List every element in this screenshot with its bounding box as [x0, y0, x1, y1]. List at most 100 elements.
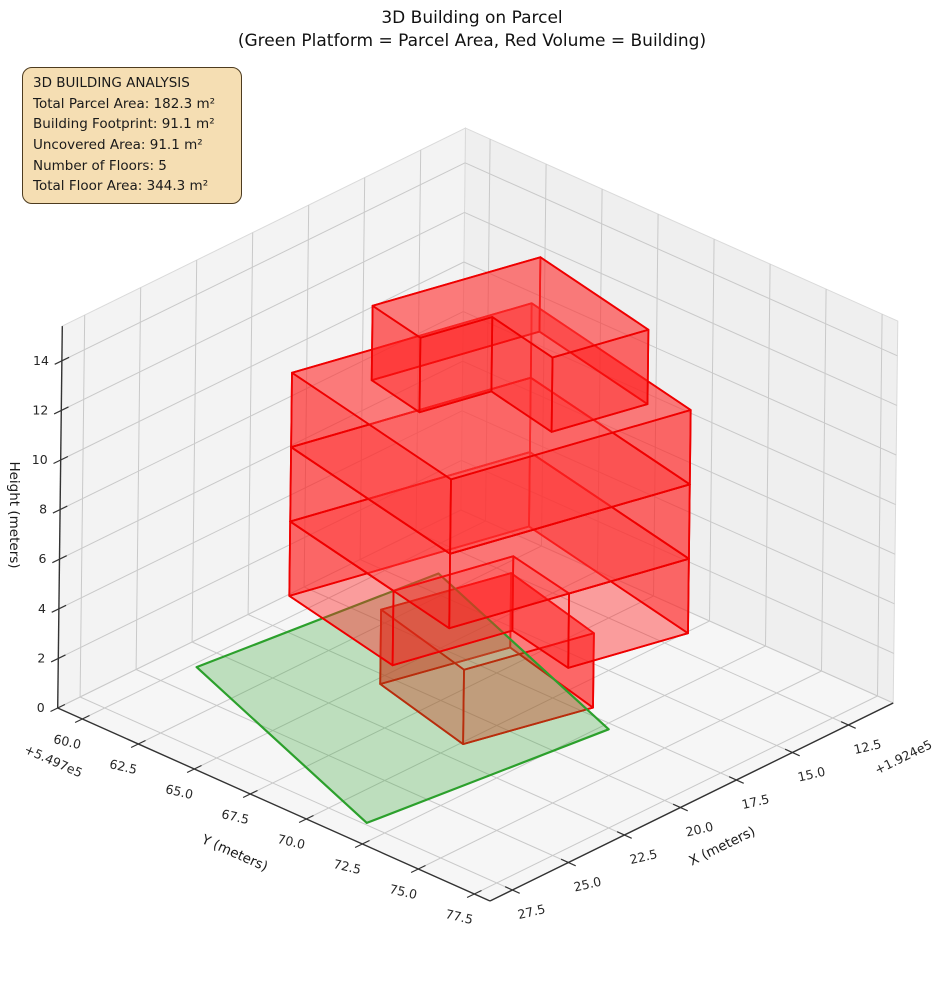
x-gridline-wall: [415, 150, 422, 533]
info-line-footprint: Building Footprint: 91.1 m²: [33, 116, 215, 133]
x-gridline-wall: [191, 260, 198, 643]
z-gridline-left-wall: [60, 261, 465, 461]
building-floor-5: [370, 256, 650, 433]
y-tick-mark: [242, 789, 258, 799]
z-gridline-right-wall: [463, 311, 896, 506]
z-tick-mark: [52, 555, 67, 564]
z-gridline-left-wall: [61, 162, 466, 362]
analysis-info-box: 3D BUILDING ANALYSIS Total Parcel Area: …: [22, 67, 242, 204]
z-gridline-right-wall: [461, 410, 895, 605]
x-tick-label: 15.0: [796, 764, 827, 785]
z-tick-label: 10: [32, 452, 48, 467]
y-tick-label: 70.0: [276, 831, 307, 852]
info-line-floors: Number of Floors: 5: [33, 157, 167, 174]
z-axis-line: [57, 326, 63, 709]
y-tick-mark: [466, 889, 482, 899]
x-tick-label: 17.5: [740, 791, 771, 812]
z-gridline-left-wall: [59, 311, 464, 511]
building-floor-4: [290, 302, 692, 555]
y-gridline-floor: [250, 595, 654, 795]
x-tick-mark: [504, 886, 520, 894]
y-gridline-floor: [362, 645, 766, 845]
y-tick-label: 65.0: [164, 781, 195, 802]
z-gridline-right-wall: [460, 509, 894, 704]
y-gridline-wall: [653, 214, 659, 597]
y-gridline-floor: [418, 670, 822, 870]
x-gridline-wall: [359, 177, 366, 560]
z-tick-mark: [53, 455, 69, 465]
y-tick-label: 75.0: [388, 881, 419, 902]
y-gridline-floor: [474, 695, 878, 895]
x-tick-mark: [840, 721, 856, 729]
z-tick-mark: [52, 505, 68, 514]
z-gridline-left-wall: [57, 509, 462, 709]
z-gridline-left-wall: [61, 211, 465, 411]
x-axis-offset-text: +1.924e5: [872, 737, 934, 778]
y-tick-label: 62.5: [108, 756, 139, 777]
z-tick-mark: [50, 703, 66, 713]
chart-title: 3D Building on Parcel: [381, 8, 563, 28]
building-floor-2: [288, 451, 690, 669]
y-gridline-floor: [138, 545, 542, 745]
y-gridline-wall: [597, 189, 603, 572]
y-gridline-wall: [709, 239, 715, 622]
x-tick-label: 22.5: [628, 846, 659, 867]
z-gridline-left-wall: [58, 459, 462, 659]
y-tick-mark: [186, 764, 202, 774]
info-line-parcel-area: Total Parcel Area: 182.3 m²: [33, 95, 216, 112]
y-gridline-wall: [821, 289, 827, 672]
y-gridline-wall: [541, 164, 547, 547]
z-tick-label: 12: [32, 402, 48, 417]
x-tick-mark: [616, 831, 632, 839]
x-tick-label: 20.0: [684, 819, 715, 840]
y-tick-label: 67.5: [220, 806, 251, 827]
y-gridline-wall: [765, 264, 771, 647]
building-floor-3: [289, 376, 691, 630]
z-gridline-right-wall: [464, 162, 898, 357]
tick-labels: [50, 356, 856, 899]
building-floor-1: [379, 572, 595, 745]
y-gridline-wall: [485, 139, 491, 522]
info-box-title: 3D BUILDING ANALYSIS: [33, 75, 190, 91]
x-tick-mark: [784, 748, 800, 757]
z-tick-label: 2: [37, 650, 45, 665]
z-gridline-right-wall: [461, 459, 895, 654]
x-axis-line: [489, 702, 894, 902]
z-tick-label: 0: [37, 700, 45, 715]
x-tick-label: 12.5: [852, 736, 883, 757]
y-tick-mark: [130, 739, 146, 749]
info-line-uncovered: Uncovered Area: 91.1 m²: [33, 136, 203, 153]
z-tick-label: 6: [39, 551, 47, 566]
x-tick-mark: [672, 803, 688, 812]
x-gridline-wall: [303, 205, 310, 588]
parcel-platform: [195, 572, 610, 825]
x-tick-label: 25.0: [572, 874, 603, 895]
z-tick-mark: [53, 406, 69, 415]
x-gridline-wall: [79, 315, 86, 698]
y-tick-mark: [410, 864, 426, 874]
info-line-floor-area: Total Floor Area: 344.3 m²: [33, 178, 209, 195]
z-tick-label: 4: [38, 601, 46, 616]
z-tick-label: 8: [39, 502, 47, 517]
y-gridline-floor: [82, 520, 486, 720]
x-tick-mark: [728, 776, 744, 784]
chart-subtitle: (Green Platform = Parcel Area, Red Volum…: [237, 31, 707, 51]
z-gridline-right-wall: [464, 211, 898, 406]
y-tick-label: 60.0: [52, 731, 83, 752]
z-gridline-left-wall: [59, 360, 463, 560]
z-axis-title: Height (meters): [6, 461, 22, 568]
z-tick-mark: [54, 356, 70, 365]
y-tick-mark: [354, 839, 370, 849]
y-tick-label: 72.5: [332, 856, 363, 877]
z-gridline-right-wall: [463, 261, 897, 456]
z-tick-label: 14: [33, 353, 49, 368]
z-gridline-left-wall: [58, 410, 463, 610]
y-tick-mark: [298, 814, 314, 824]
y-gridline-wall: [877, 314, 883, 697]
x-tick-label: 27.5: [516, 901, 547, 922]
y-tick-mark: [74, 714, 90, 724]
z-tick-mark: [51, 604, 67, 613]
y-gridline-floor: [306, 620, 710, 820]
